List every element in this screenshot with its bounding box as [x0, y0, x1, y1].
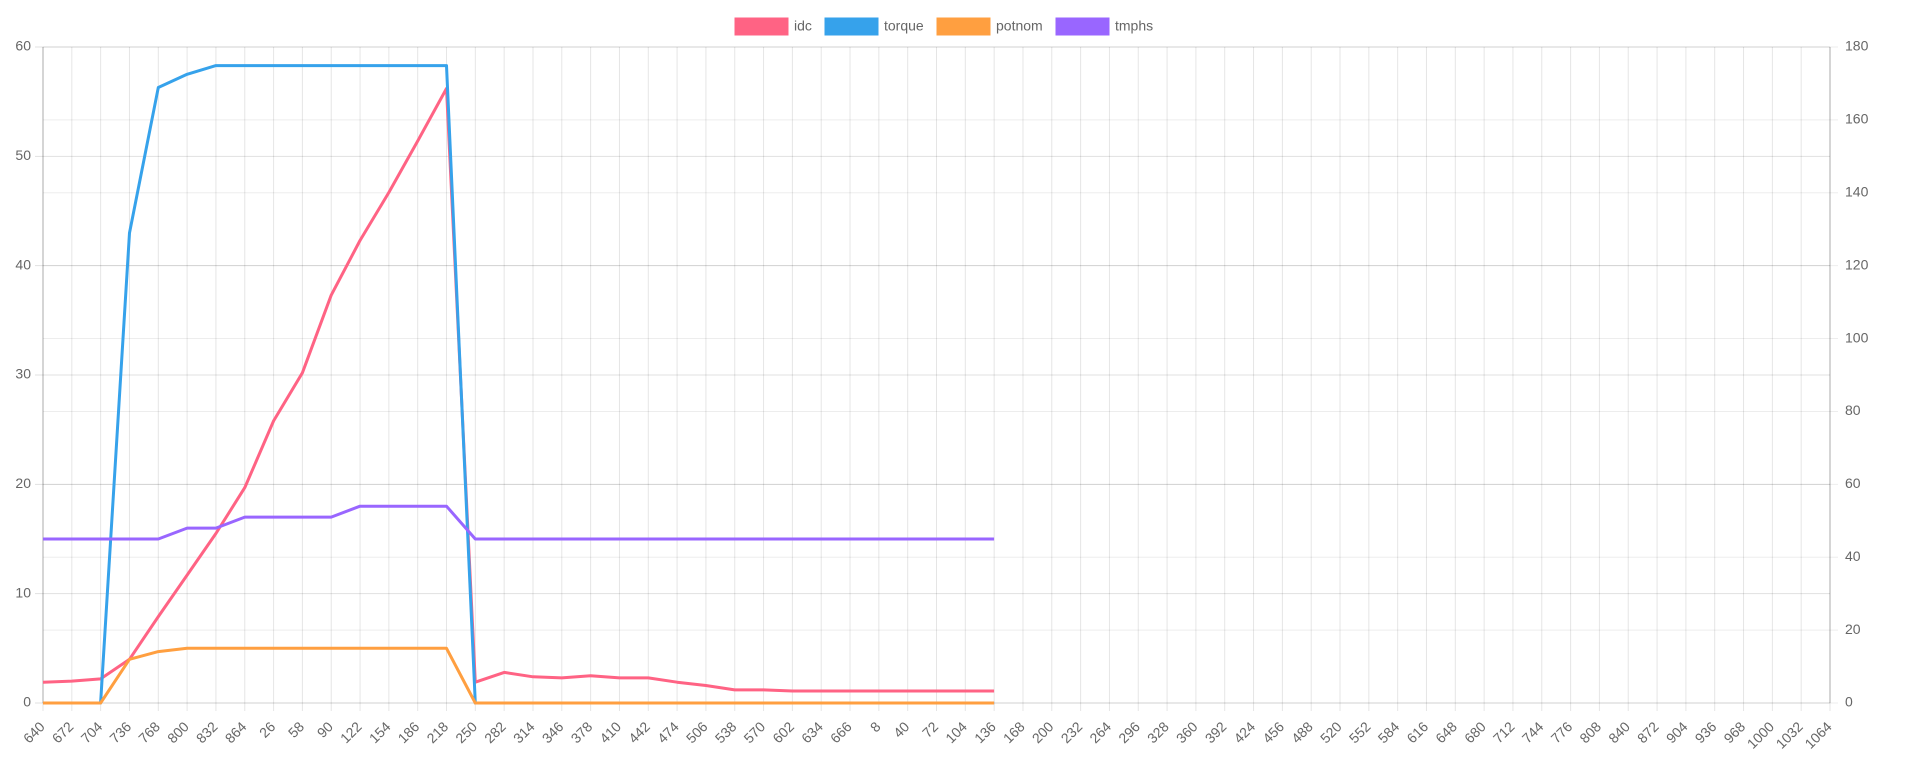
x-tick-label: 218 [423, 718, 451, 746]
legend-swatch [824, 17, 879, 36]
y2-tick-label: 180 [1845, 38, 1869, 54]
x-tick-label: 314 [510, 718, 538, 746]
y-tick-label: 50 [15, 147, 31, 163]
x-tick-label: 602 [769, 718, 797, 746]
x-tick-label: 744 [1519, 718, 1547, 746]
x-tick-label: 736 [106, 718, 134, 746]
x-tick-label: 488 [1288, 718, 1316, 746]
x-tick-label: 872 [1634, 718, 1662, 746]
x-tick-label: 410 [596, 718, 624, 746]
y-tick-label: 20 [15, 475, 31, 491]
legend-label: potnom [996, 18, 1043, 34]
x-tick-label: 72 [919, 718, 941, 740]
x-tick-label: 840 [1605, 718, 1633, 746]
y2-tick-label: 60 [1845, 475, 1861, 491]
x-tick-label: 800 [164, 718, 192, 746]
x-tick-label: 634 [798, 718, 826, 746]
legend-label: tmphs [1115, 18, 1153, 34]
y2-tick-label: 0 [1845, 694, 1853, 710]
y-tick-label: 30 [15, 366, 31, 382]
legend-swatch [734, 17, 789, 36]
x-tick-label: 58 [285, 718, 307, 740]
x-tick-label: 768 [135, 718, 163, 746]
x-tick-label: 648 [1432, 718, 1460, 746]
x-tick-label: 282 [481, 718, 509, 746]
series-line [43, 504, 995, 541]
x-tick-label: 904 [1663, 718, 1691, 746]
legend-swatch [936, 17, 991, 36]
y-tick-label: 40 [15, 256, 31, 272]
y-tick-label: 0 [23, 694, 31, 710]
series-line [43, 64, 995, 705]
y2-tick-label: 40 [1845, 548, 1861, 564]
series-line [43, 646, 995, 705]
x-tick-label: 1064 [1801, 718, 1834, 751]
x-tick-label: 154 [366, 718, 394, 746]
x-tick-label: 584 [1375, 718, 1403, 746]
x-tick-label: 136 [971, 718, 999, 746]
y-tick-label: 10 [15, 584, 31, 600]
x-tick-label: 506 [683, 718, 711, 746]
x-tick-label: 186 [395, 718, 423, 746]
x-tick-label: 776 [1548, 718, 1576, 746]
x-tick-label: 392 [1202, 718, 1230, 746]
x-tick-label: 40 [890, 718, 912, 740]
x-tick-label: 538 [712, 718, 740, 746]
x-tick-label: 680 [1461, 718, 1489, 746]
x-tick-label: 346 [539, 718, 567, 746]
y2-tick-label: 140 [1845, 183, 1869, 199]
x-tick-label: 474 [654, 718, 682, 746]
x-tick-label: 864 [222, 718, 250, 746]
y2-tick-label: 80 [1845, 402, 1861, 418]
y2-tick-label: 120 [1845, 256, 1869, 272]
y2-tick-label: 20 [1845, 621, 1861, 637]
x-tick-label: 264 [1086, 718, 1114, 746]
x-tick-label: 552 [1346, 718, 1374, 746]
legend: idc torque potnom tmphs [734, 17, 1153, 36]
x-tick-label: 704 [78, 718, 106, 746]
y2-tick-label: 100 [1845, 329, 1869, 345]
x-tick-label: 26 [256, 718, 278, 740]
x-tick-label: 570 [740, 718, 768, 746]
x-tick-label: 640 [20, 718, 48, 746]
x-tick-label: 666 [827, 718, 855, 746]
x-tick-label: 328 [1144, 718, 1172, 746]
x-tick-label: 1032 [1773, 718, 1806, 751]
x-tick-label: 616 [1403, 718, 1431, 746]
x-tick-label: 168 [1000, 718, 1028, 746]
legend-label: torque [884, 18, 924, 34]
x-tick-label: 104 [942, 718, 970, 746]
x-tick-label: 712 [1490, 718, 1518, 746]
x-tick-label: 424 [1230, 718, 1258, 746]
x-tick-label: 1000 [1744, 718, 1777, 751]
x-tick-label: 456 [1259, 718, 1287, 746]
x-tick-label: 122 [337, 718, 365, 746]
x-tick-label: 90 [314, 718, 336, 740]
x-tick-label: 520 [1317, 718, 1345, 746]
series-line [42, 87, 995, 693]
x-tick-label: 200 [1029, 718, 1057, 746]
x-tick-label: 442 [625, 718, 653, 746]
x-tick-label: 250 [452, 718, 480, 746]
x-tick-label: 808 [1576, 718, 1604, 746]
x-tick-label: 936 [1692, 718, 1720, 746]
x-tick-label: 8 [867, 718, 884, 735]
x-tick-label: 832 [193, 718, 221, 746]
x-tick-label: 360 [1173, 718, 1201, 746]
y2-tick-label: 160 [1845, 111, 1869, 127]
x-tick-label: 232 [1058, 718, 1086, 746]
legend-swatch [1055, 17, 1110, 36]
x-tick-label: 378 [568, 718, 596, 746]
x-tick-label: 296 [1115, 718, 1143, 746]
y-tick-label: 60 [15, 38, 31, 54]
x-tick-label: 672 [49, 718, 77, 746]
legend-label: idc [794, 18, 812, 34]
